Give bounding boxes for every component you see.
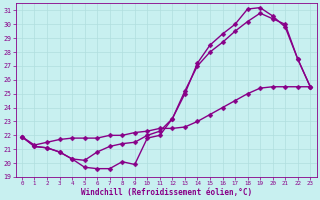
X-axis label: Windchill (Refroidissement éolien,°C): Windchill (Refroidissement éolien,°C) (81, 188, 252, 197)
